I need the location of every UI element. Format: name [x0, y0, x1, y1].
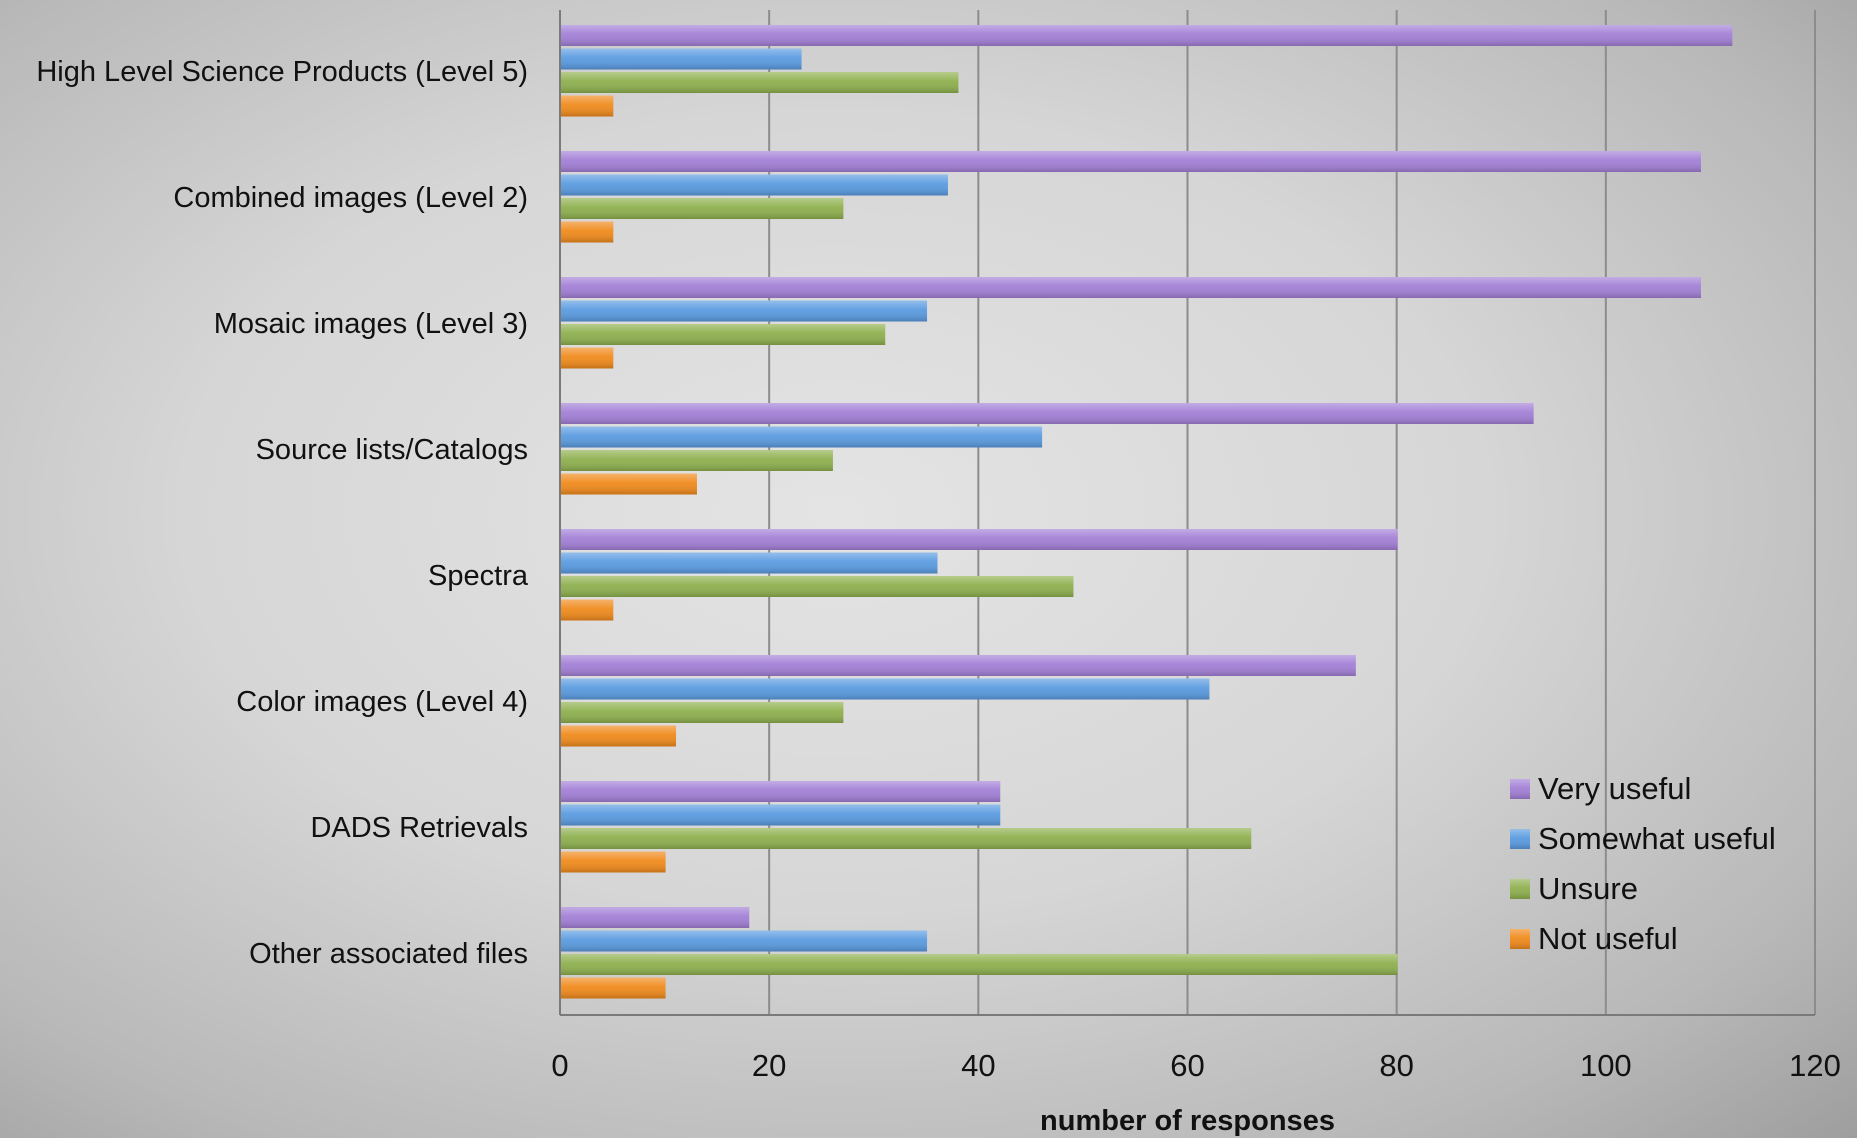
legend: Very useful Somewhat useful Unsure Not usef… [1510, 771, 1776, 956]
bar [561, 174, 948, 196]
bar [561, 977, 666, 999]
bar [561, 72, 959, 93]
bar-sheen [561, 702, 844, 723]
bar-sheen [561, 576, 1074, 597]
bar-sheen [561, 174, 948, 196]
legend-item: Not useful [1510, 921, 1678, 956]
bar [561, 552, 938, 574]
bar [561, 151, 1701, 172]
bar [561, 347, 614, 369]
x-tick-labels: 0 20 40 60 80 100 120 [551, 1048, 1840, 1083]
legend-label: Somewhat useful [1538, 821, 1776, 856]
bar [561, 725, 677, 747]
bar-sheen [561, 72, 959, 93]
bar [561, 300, 928, 322]
bar [561, 702, 844, 723]
bar [561, 324, 886, 345]
bar-sheen [561, 450, 833, 471]
bar-sheen [561, 977, 666, 999]
bar-sheen [561, 907, 750, 928]
bar [561, 804, 1001, 826]
bar [561, 450, 833, 471]
category-label: Color images (Level 4) [236, 686, 528, 718]
bar [561, 828, 1252, 849]
category-label: Other associated files [249, 938, 528, 970]
bar [561, 198, 844, 219]
bar-sheen [561, 198, 844, 219]
category-label: High Level Science Products (Level 5) [36, 56, 528, 88]
x-tick-label: 60 [1170, 1048, 1204, 1083]
bar-sheen [561, 473, 697, 495]
bar-sheen [561, 347, 614, 369]
bar [561, 678, 1210, 700]
legend-swatch-sheen [1510, 929, 1530, 949]
bar [561, 25, 1733, 46]
legend-label: Very useful [1538, 771, 1691, 806]
bar-sheen [561, 95, 614, 117]
bar [561, 48, 802, 70]
bar [561, 599, 614, 621]
bar-sheen [561, 221, 614, 243]
category-label: DADS Retrievals [310, 812, 528, 844]
bar-sheen [561, 552, 938, 574]
bar-sheen [561, 930, 928, 952]
legend-label: Unsure [1538, 871, 1638, 906]
bar [561, 851, 666, 873]
bar [561, 221, 614, 243]
category-label: Combined images (Level 2) [173, 182, 528, 214]
x-tick-label: 40 [961, 1048, 995, 1083]
bar [561, 403, 1534, 424]
legend-label: Not useful [1538, 921, 1678, 956]
x-tick-label: 120 [1789, 1048, 1841, 1083]
bar-sheen [561, 655, 1356, 676]
category-label: Source lists/Catalogs [256, 434, 528, 466]
bar-sheen [561, 781, 1001, 802]
bar-sheen [561, 851, 666, 873]
bar [561, 95, 614, 117]
bar-sheen [561, 300, 928, 322]
bar-sheen [561, 277, 1701, 298]
x-tick-label: 100 [1580, 1048, 1632, 1083]
legend-item: Very useful [1510, 771, 1691, 806]
x-tick-label: 80 [1379, 1048, 1413, 1083]
bar [561, 954, 1398, 975]
bar-sheen [561, 599, 614, 621]
category-labels: High Level Science Products (Level 5) Com… [36, 56, 529, 970]
bar-sheen [561, 804, 1001, 826]
bar-sheen [561, 725, 677, 747]
bar-sheen [561, 828, 1252, 849]
legend-swatch-sheen [1510, 879, 1530, 899]
bar-sheen [561, 403, 1534, 424]
bar-sheen [561, 48, 802, 70]
bar-sheen [561, 426, 1043, 448]
bar [561, 781, 1001, 802]
bar-sheen [561, 954, 1398, 975]
x-tick-label: 0 [551, 1048, 568, 1083]
bar-sheen [561, 25, 1733, 46]
bar [561, 529, 1398, 550]
bar-sheen [561, 324, 886, 345]
bar-sheen [561, 151, 1701, 172]
category-label: Mosaic images (Level 3) [214, 308, 528, 340]
bar [561, 426, 1043, 448]
axes [559, 10, 1815, 1016]
category-label: Spectra [428, 560, 529, 592]
bar-sheen [561, 678, 1210, 700]
bar [561, 576, 1074, 597]
legend-swatch-sheen [1510, 779, 1530, 799]
legend-swatch-sheen [1510, 829, 1530, 849]
x-axis-title: number of responses [1040, 1105, 1335, 1137]
bar [561, 655, 1356, 676]
legend-item: Unsure [1510, 871, 1638, 906]
bar [561, 473, 697, 495]
bar [561, 930, 928, 952]
x-tick-label: 20 [752, 1048, 786, 1083]
bar [561, 907, 750, 928]
bar [561, 277, 1701, 298]
legend-item: Somewhat useful [1510, 821, 1776, 856]
bars [561, 25, 1733, 999]
bar-sheen [561, 529, 1398, 550]
